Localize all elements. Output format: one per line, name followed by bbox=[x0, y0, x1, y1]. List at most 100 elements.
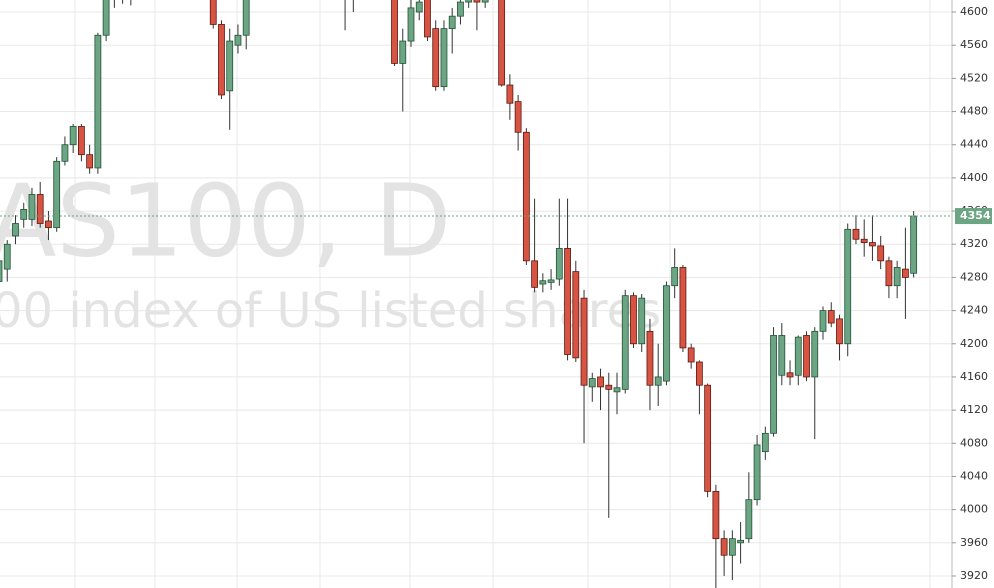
candle-body-up bbox=[20, 209, 28, 220]
candle-body-down bbox=[78, 126, 85, 156]
grid bbox=[0, 0, 952, 588]
candle-body-up bbox=[3, 243, 11, 270]
candle-body-down bbox=[630, 295, 637, 345]
watermark-title: AS100, D bbox=[0, 162, 451, 279]
candle-body-up bbox=[910, 215, 918, 274]
candle-body-up bbox=[761, 432, 769, 452]
candle-body-down bbox=[432, 28, 440, 88]
candle-body-up bbox=[547, 279, 555, 283]
candle-body-down bbox=[522, 131, 530, 262]
candle-body-down bbox=[679, 267, 687, 349]
candle-body-down bbox=[605, 384, 613, 390]
candle-body-up bbox=[242, 0, 250, 36]
candle-body-down bbox=[720, 538, 728, 556]
y-tick-label: 4280 bbox=[960, 270, 988, 283]
candle-body-up bbox=[407, 7, 415, 42]
candle-body-up bbox=[0, 260, 3, 282]
candle-body-up bbox=[440, 28, 448, 88]
candle-body-up bbox=[638, 297, 646, 345]
y-tick-label: 4320 bbox=[960, 237, 988, 250]
candle-body-down bbox=[572, 271, 580, 359]
candle-body-up bbox=[844, 228, 852, 345]
candle-body-up bbox=[621, 295, 629, 390]
candle-body-up bbox=[728, 538, 736, 556]
candle-body-up bbox=[794, 336, 802, 376]
candle-body-down bbox=[869, 242, 876, 247]
candle-body-up bbox=[12, 223, 19, 237]
candle-body-up bbox=[737, 539, 744, 544]
candle-body-up bbox=[448, 15, 456, 30]
candle-body-up bbox=[102, 0, 110, 36]
y-tick-label: 4600 bbox=[960, 5, 988, 18]
candle-body-up bbox=[663, 285, 670, 382]
candle-body-down bbox=[391, 0, 398, 64]
candle-body-up bbox=[234, 34, 242, 46]
y-tick-label: 4200 bbox=[960, 337, 988, 350]
candle-body-down bbox=[514, 101, 522, 133]
watermark-subtitle: 00 index of US listed shares bbox=[0, 283, 661, 339]
candle-body-down bbox=[473, 0, 481, 3]
candle-body-down bbox=[827, 310, 835, 324]
last-price-box bbox=[955, 208, 992, 225]
y-tick-label: 4240 bbox=[960, 304, 988, 317]
candle-body-up bbox=[53, 160, 61, 229]
candle-body-up bbox=[69, 126, 77, 146]
candle-body-down bbox=[209, 0, 217, 25]
candle-body-up bbox=[61, 144, 69, 162]
last-price-label: 4354 bbox=[960, 209, 991, 222]
candle-body-down bbox=[580, 297, 588, 386]
candle-body-up bbox=[457, 1, 464, 17]
candle-body-up bbox=[588, 378, 596, 388]
candle-body-down bbox=[902, 268, 909, 278]
candle-body-up bbox=[745, 499, 753, 540]
candle-body-up bbox=[893, 267, 901, 287]
candle-body-up bbox=[555, 247, 563, 280]
candle-body-down bbox=[506, 84, 514, 104]
candle-body-up bbox=[94, 34, 102, 169]
candle-body-up bbox=[613, 387, 621, 393]
y-tick-label: 4400 bbox=[960, 171, 988, 184]
candle-body-down bbox=[687, 347, 695, 363]
candle-body-down bbox=[424, 0, 431, 38]
candle-body-down bbox=[498, 0, 506, 86]
candle-body-up bbox=[778, 335, 786, 376]
candle-body-up bbox=[415, 1, 423, 13]
candle-body-down bbox=[45, 220, 52, 229]
candle-body-down bbox=[885, 260, 893, 287]
candle-body-down bbox=[696, 361, 703, 386]
candle-body-up bbox=[811, 330, 819, 378]
candle-body-up bbox=[399, 40, 407, 64]
candle-body-down bbox=[646, 330, 654, 386]
candle-body-down bbox=[86, 154, 94, 169]
candle-body-down bbox=[860, 238, 868, 243]
candle-body-down bbox=[712, 490, 720, 540]
y-tick-label: 4440 bbox=[960, 138, 988, 151]
candle-body-down bbox=[704, 384, 712, 492]
candle-body-up bbox=[770, 335, 777, 434]
candle-body-up bbox=[753, 444, 761, 501]
y-tick-label: 3920 bbox=[960, 569, 988, 582]
candle-body-up bbox=[671, 267, 679, 287]
y-tick-label: 4560 bbox=[960, 38, 988, 51]
y-tick-label: 4480 bbox=[960, 105, 988, 118]
candles bbox=[0, 0, 918, 588]
y-tick-label: 4160 bbox=[960, 370, 988, 383]
candle-body-up bbox=[819, 310, 827, 332]
candle-body-up bbox=[226, 40, 234, 92]
y-tick-label: 4000 bbox=[960, 503, 988, 516]
candle-body-down bbox=[564, 247, 571, 355]
candle-body-up bbox=[539, 280, 547, 285]
candle-body-down bbox=[597, 376, 604, 388]
candle-body-down bbox=[36, 194, 44, 224]
y-tick-label: 4040 bbox=[960, 469, 988, 482]
candle-body-down bbox=[836, 318, 843, 345]
candle-body-up bbox=[481, 0, 489, 3]
y-tick-label: 3960 bbox=[960, 536, 988, 549]
y-tick-label: 4120 bbox=[960, 403, 988, 416]
candle-body-up bbox=[654, 376, 662, 386]
candle-body-down bbox=[786, 372, 794, 378]
y-tick-label: 4080 bbox=[960, 436, 988, 449]
y-tick-label: 4520 bbox=[960, 71, 988, 84]
